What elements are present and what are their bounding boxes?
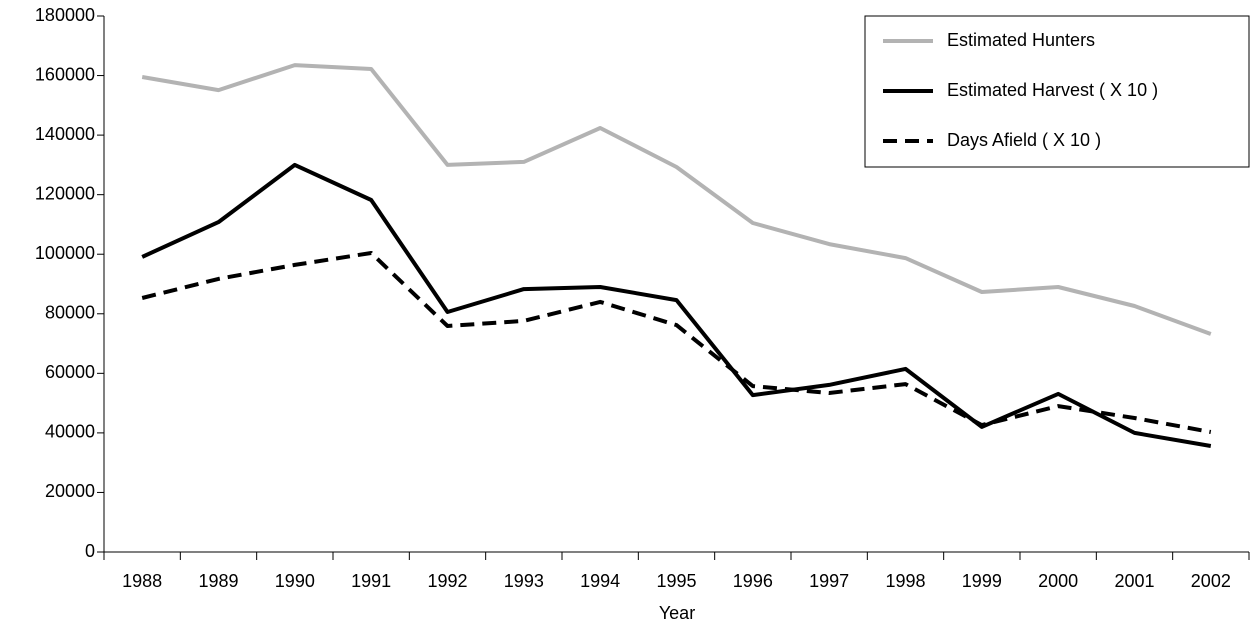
- x-tick-label: 1997: [809, 571, 849, 591]
- y-tick-label: 100000: [35, 243, 95, 263]
- x-tick-label: 1998: [885, 571, 925, 591]
- x-tick-label: 1993: [504, 571, 544, 591]
- x-tick-label: 2001: [1114, 571, 1154, 591]
- x-tick-label: 1990: [275, 571, 315, 591]
- y-tick-label: 120000: [35, 183, 95, 203]
- x-tick-label: 1991: [351, 571, 391, 591]
- x-tick-label: 2002: [1191, 571, 1231, 591]
- x-tick-label: 1992: [427, 571, 467, 591]
- x-tick-label: 1995: [656, 571, 696, 591]
- y-tick-label: 140000: [35, 124, 95, 144]
- series-line: [141, 162, 1212, 448]
- x-tick-label: 2000: [1038, 571, 1078, 591]
- y-tick-label: 180000: [35, 5, 95, 25]
- legend-label: Days Afield ( X 10 ): [947, 130, 1101, 150]
- y-tick-label: 0: [85, 541, 95, 561]
- legend-label: Estimated Harvest ( X 10 ): [947, 80, 1158, 100]
- y-tick-label: 20000: [45, 481, 95, 501]
- y-tick-label: 80000: [45, 303, 95, 323]
- x-axis-label: Year: [659, 603, 695, 623]
- series-line: [141, 63, 1212, 336]
- x-tick-label: 1996: [733, 571, 773, 591]
- x-tick-label: 1999: [962, 571, 1002, 591]
- x-tick-label: 1989: [198, 571, 238, 591]
- series-line: [141, 251, 1212, 434]
- y-tick-label: 160000: [35, 64, 95, 84]
- x-tick-label: 1994: [580, 571, 620, 591]
- y-tick-label: 40000: [45, 422, 95, 442]
- legend-label: Estimated Hunters: [947, 30, 1095, 50]
- y-tick-label: 60000: [45, 362, 95, 382]
- x-tick-label: 1988: [122, 571, 162, 591]
